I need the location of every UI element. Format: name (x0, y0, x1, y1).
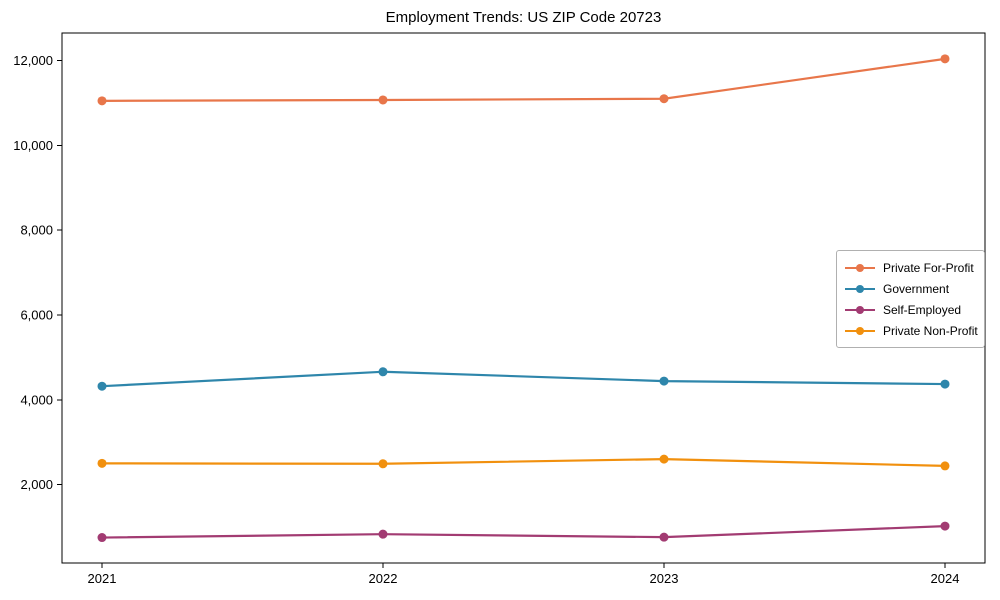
data-point-self-employed (659, 532, 669, 542)
data-point-private-non-profit (97, 458, 107, 468)
legend-line-marker-icon (845, 284, 875, 294)
series-line-private-non-profit (101, 458, 946, 468)
legend: Private For-Profit Government Self-Employe… (836, 250, 985, 348)
series-line-private-for-profit (101, 57, 946, 102)
data-point-government (378, 367, 388, 377)
legend-item-self-employed: Self-Employed (845, 299, 976, 320)
data-point-government (659, 376, 669, 386)
data-point-private-for-profit (97, 96, 107, 106)
legend-label: Government (883, 281, 950, 296)
y-axis-tick-label: 8,000 (20, 223, 53, 238)
legend-label: Private Non-Profit (883, 323, 978, 338)
y-axis-tick-label: 2,000 (20, 477, 53, 492)
x-axis-tick-label: 2022 (369, 571, 398, 586)
data-point-private-non-profit (659, 454, 669, 464)
data-point-private-for-profit (659, 94, 669, 104)
data-point-self-employed (97, 533, 107, 543)
data-point-self-employed (378, 529, 388, 539)
y-axis-tick-label: 4,000 (20, 392, 53, 407)
data-point-private-non-profit (378, 459, 388, 469)
data-point-private-non-profit (940, 461, 950, 471)
x-axis-tick-label: 2023 (650, 571, 679, 586)
x-axis-tick-label: 2021 (88, 571, 117, 586)
data-point-government (97, 381, 107, 391)
legend-item-government: Government (845, 278, 976, 299)
plot-frame (61, 32, 986, 564)
data-point-government (940, 379, 950, 389)
legend-item-private-non-profit: Private Non-Profit (845, 320, 978, 341)
data-point-private-for-profit (378, 95, 388, 105)
series-line-self-employed (101, 525, 946, 539)
series-line-government (101, 370, 946, 388)
chart-title: Employment Trends: US ZIP Code 20723 (385, 9, 662, 26)
y-axis-tick-label: 12,000 (13, 53, 53, 68)
legend-label: Private For-Profit (883, 260, 974, 275)
data-point-private-for-profit (940, 54, 950, 64)
data-point-self-employed (940, 521, 950, 531)
legend-label: Self-Employed (883, 302, 962, 317)
x-axis-tick-label: 2024 (931, 571, 960, 586)
y-axis-tick-label: 10,000 (13, 138, 53, 153)
y-axis-tick-label: 6,000 (20, 307, 53, 322)
legend-line-marker-icon (845, 263, 875, 273)
legend-line-marker-icon (845, 305, 875, 315)
legend-line-marker-icon (845, 326, 875, 336)
legend-item-private-for-profit: Private For-Profit (845, 257, 976, 278)
